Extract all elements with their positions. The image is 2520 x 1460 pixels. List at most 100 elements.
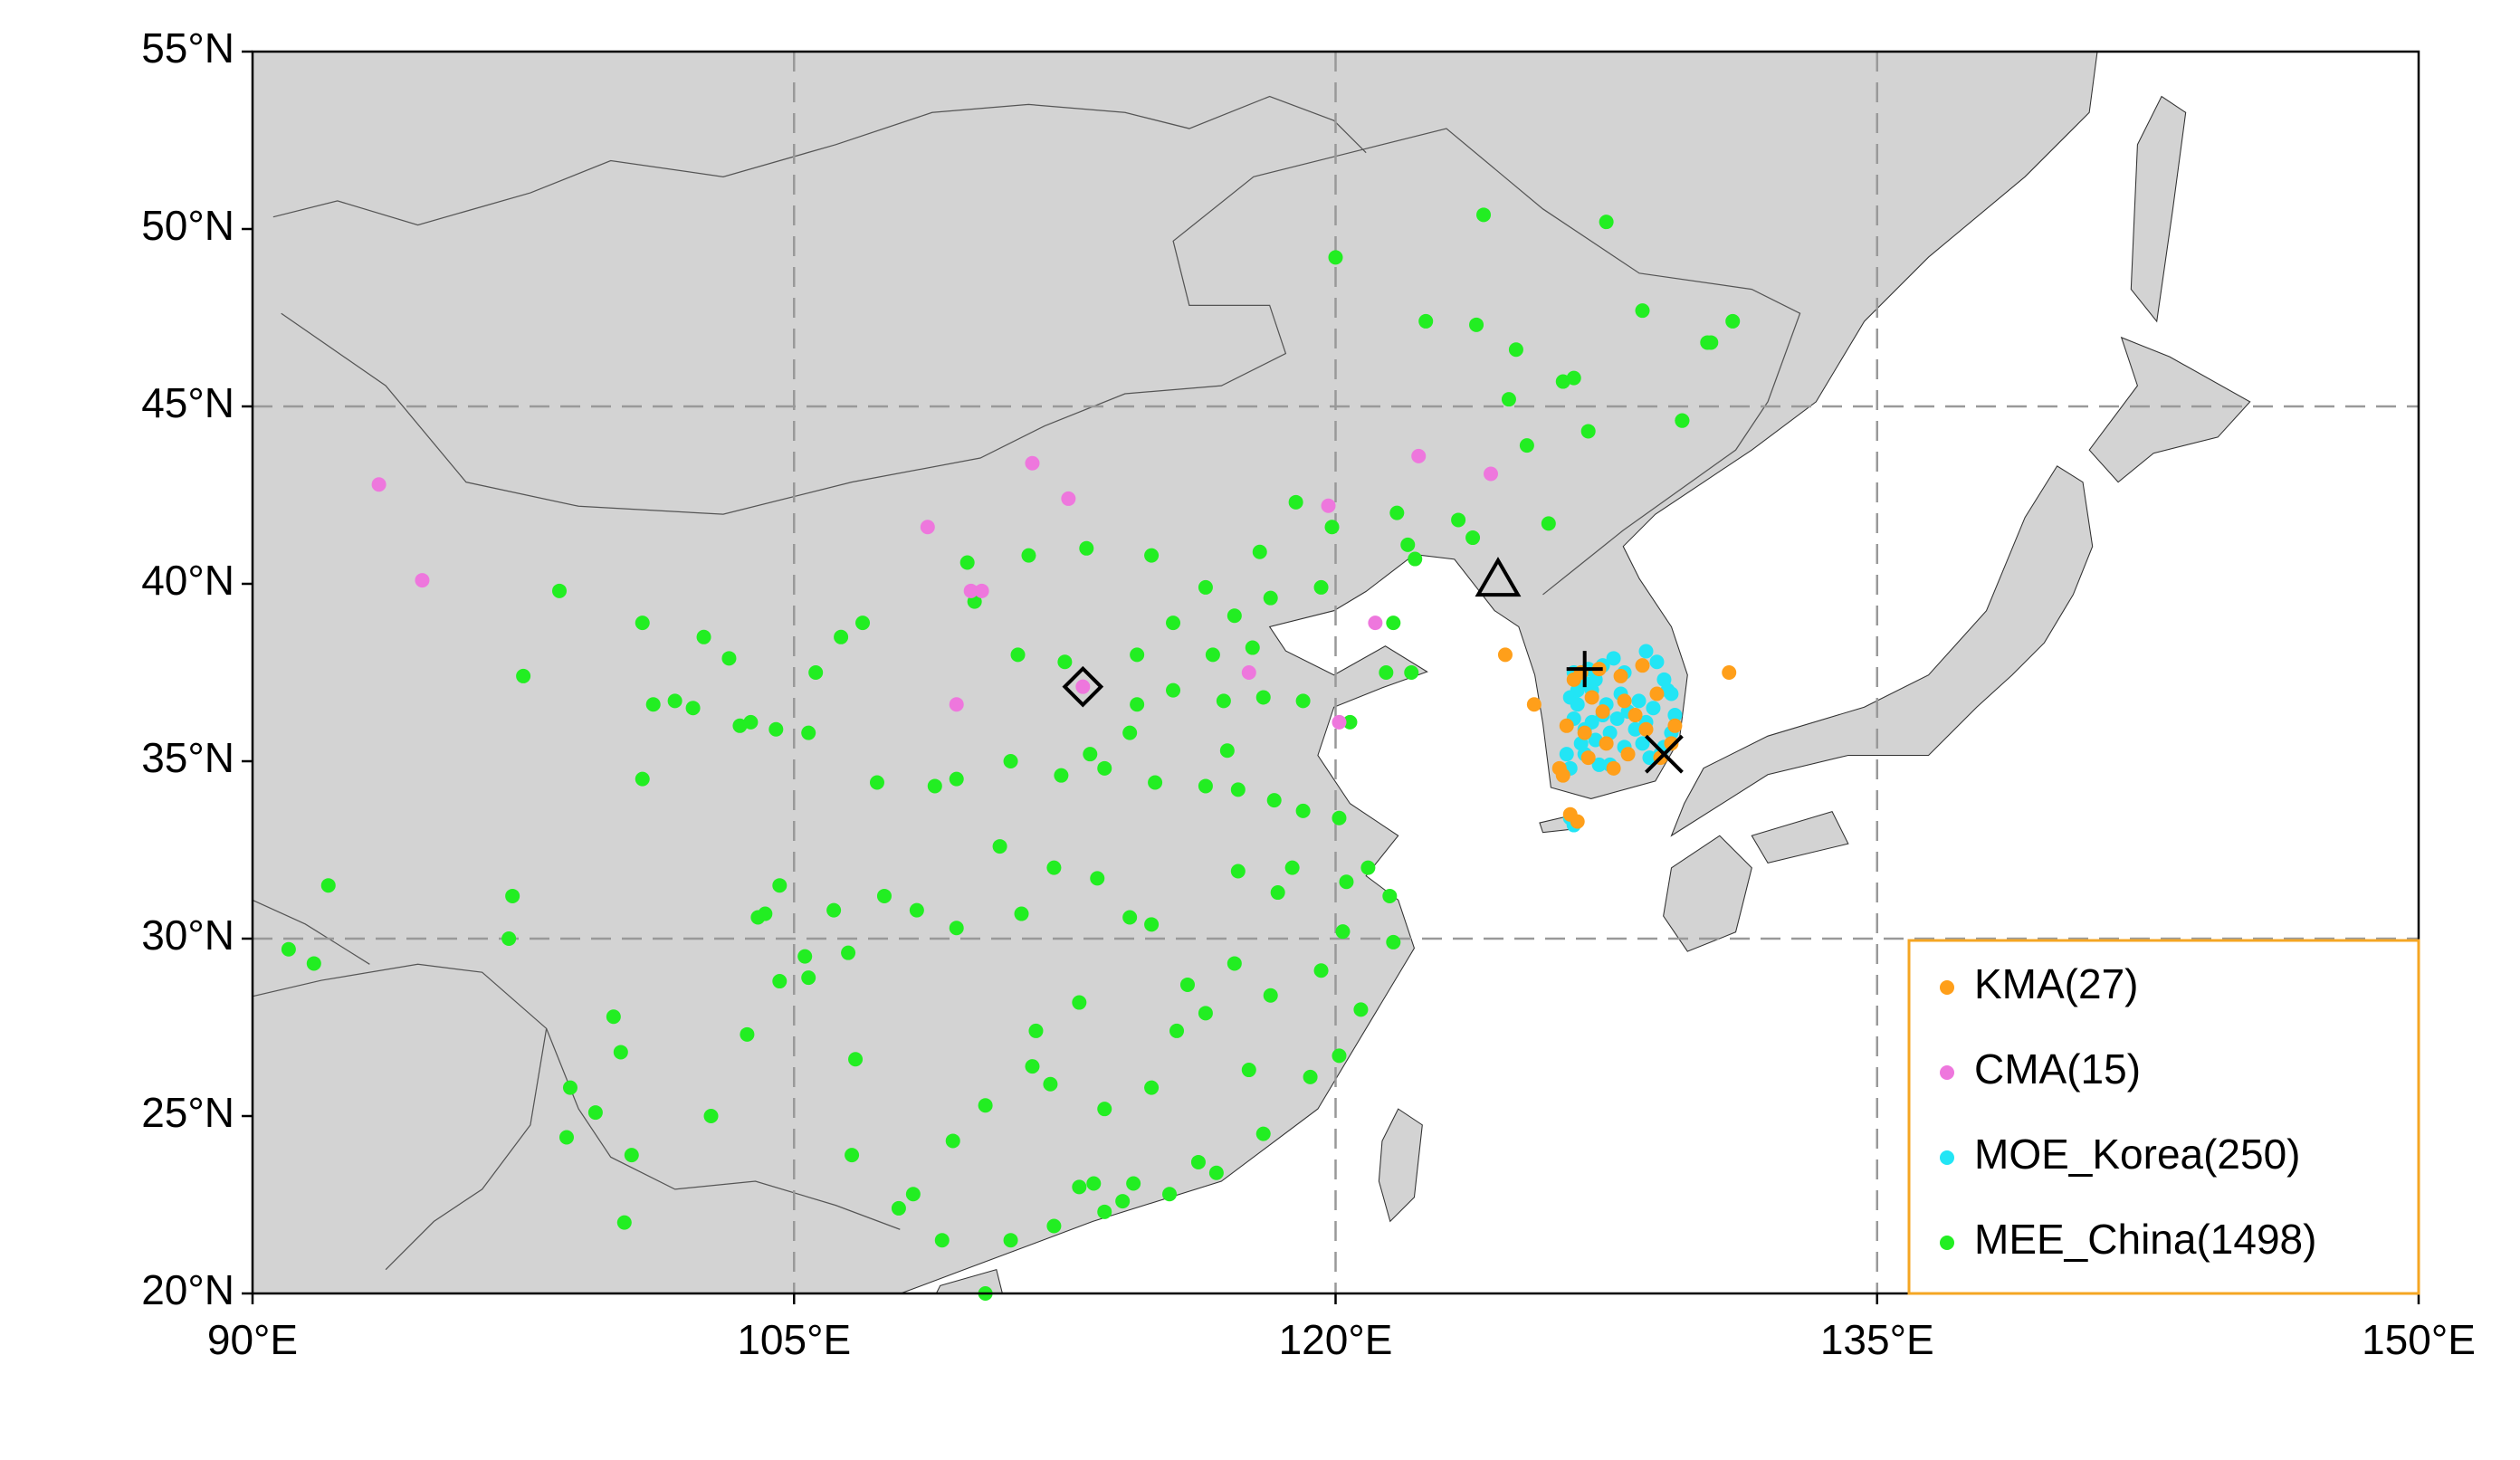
station-point: [949, 697, 964, 712]
station-point: [1198, 579, 1213, 595]
station-point: [1061, 491, 1076, 506]
station-point: [1577, 725, 1592, 740]
station-point: [945, 1133, 960, 1149]
station-point: [1635, 303, 1650, 319]
station-point: [1386, 615, 1401, 631]
taiwan: [1378, 1108, 1423, 1223]
station-point: [1368, 615, 1383, 631]
station-point: [1126, 1176, 1141, 1191]
station-point: [1219, 743, 1235, 759]
station-point: [1266, 793, 1282, 808]
station-point: [1667, 718, 1683, 733]
y-tick-label: 40°N: [141, 557, 234, 604]
station-point: [1054, 768, 1069, 783]
station-point: [845, 1148, 860, 1163]
station-point: [1166, 615, 1181, 631]
station-point: [1079, 540, 1094, 556]
station-point: [1638, 721, 1654, 737]
station-point: [768, 721, 784, 737]
station-point: [1580, 424, 1596, 439]
station-point: [1411, 448, 1427, 463]
diamond-marker: [1062, 665, 1104, 708]
y-tick-label: 45°N: [141, 379, 234, 426]
station-point: [1208, 1165, 1224, 1180]
station-point: [1595, 704, 1610, 720]
station-point: [1628, 708, 1643, 723]
legend-marker: [1940, 980, 1954, 995]
station-point: [927, 778, 942, 794]
station-point: [1072, 995, 1087, 1010]
station-point: [1664, 736, 1679, 751]
legend-marker: [1940, 1065, 1954, 1080]
station-point: [1382, 888, 1398, 903]
station-point: [1386, 934, 1401, 949]
legend-label: MEE_China(1498): [1974, 1216, 2316, 1263]
station-point: [1613, 668, 1628, 683]
station-point: [1476, 207, 1492, 223]
station-point: [1097, 760, 1112, 776]
station-point: [772, 974, 788, 989]
station-point: [1609, 711, 1625, 726]
station-point: [841, 945, 856, 960]
station-point: [1075, 679, 1091, 694]
station-point: [501, 931, 517, 946]
station-point: [1122, 910, 1138, 925]
station-point: [1649, 654, 1665, 670]
y-tick-label: 25°N: [141, 1089, 234, 1136]
station-point: [1303, 1069, 1318, 1084]
station-point: [1483, 466, 1498, 482]
station-point: [1313, 963, 1329, 978]
station-point: [750, 910, 766, 925]
station-point: [1043, 1076, 1058, 1092]
legend-label: CMA(15): [1974, 1045, 2141, 1093]
station-point: [1028, 1023, 1044, 1038]
station-point: [1255, 1126, 1271, 1141]
country-border: [385, 1028, 548, 1271]
station-point: [1144, 1080, 1160, 1095]
station-point: [1198, 1006, 1213, 1021]
x-tick-label: 150°E: [2362, 1316, 2476, 1363]
station-point: [1635, 736, 1650, 751]
station-point: [1360, 860, 1376, 875]
station-point: [1519, 438, 1534, 453]
station-point: [552, 583, 568, 598]
station-point: [703, 1109, 719, 1123]
station-point: [1245, 640, 1260, 655]
station-point: [1115, 1194, 1131, 1209]
station-point: [1083, 747, 1098, 762]
station-point: [1046, 1218, 1062, 1234]
station-point: [1580, 750, 1596, 766]
kyushu: [1663, 835, 1752, 952]
station-point: [1332, 1048, 1347, 1064]
station-point: [1255, 690, 1271, 705]
station-point: [1559, 747, 1574, 762]
x-tick-label: 135°E: [1820, 1316, 1934, 1363]
station-point: [685, 701, 701, 716]
station-point: [963, 583, 978, 598]
station-point: [1321, 498, 1336, 513]
country-border: [253, 963, 901, 1230]
station-point: [1190, 1154, 1206, 1169]
station-point: [1205, 647, 1220, 663]
station-point: [516, 668, 531, 683]
station-point: [909, 902, 924, 918]
station-point: [1342, 714, 1358, 730]
station-point: [801, 970, 816, 986]
station-point: [1252, 544, 1267, 559]
station-point: [1288, 494, 1303, 510]
station-point: [320, 878, 336, 893]
station-point: [1353, 1002, 1369, 1017]
station-point: [1295, 693, 1311, 709]
station-point: [1400, 537, 1416, 552]
station-point: [1324, 520, 1340, 535]
station-point: [992, 839, 1007, 854]
station-point: [1227, 956, 1242, 971]
station-point: [1241, 665, 1256, 680]
y-tick-label: 55°N: [141, 24, 234, 72]
station-point: [667, 693, 682, 709]
station-point: [721, 651, 737, 666]
station-point: [1130, 647, 1145, 663]
station-point: [1072, 1179, 1087, 1195]
grid: [253, 52, 2419, 1293]
station-point: [1722, 665, 1737, 680]
